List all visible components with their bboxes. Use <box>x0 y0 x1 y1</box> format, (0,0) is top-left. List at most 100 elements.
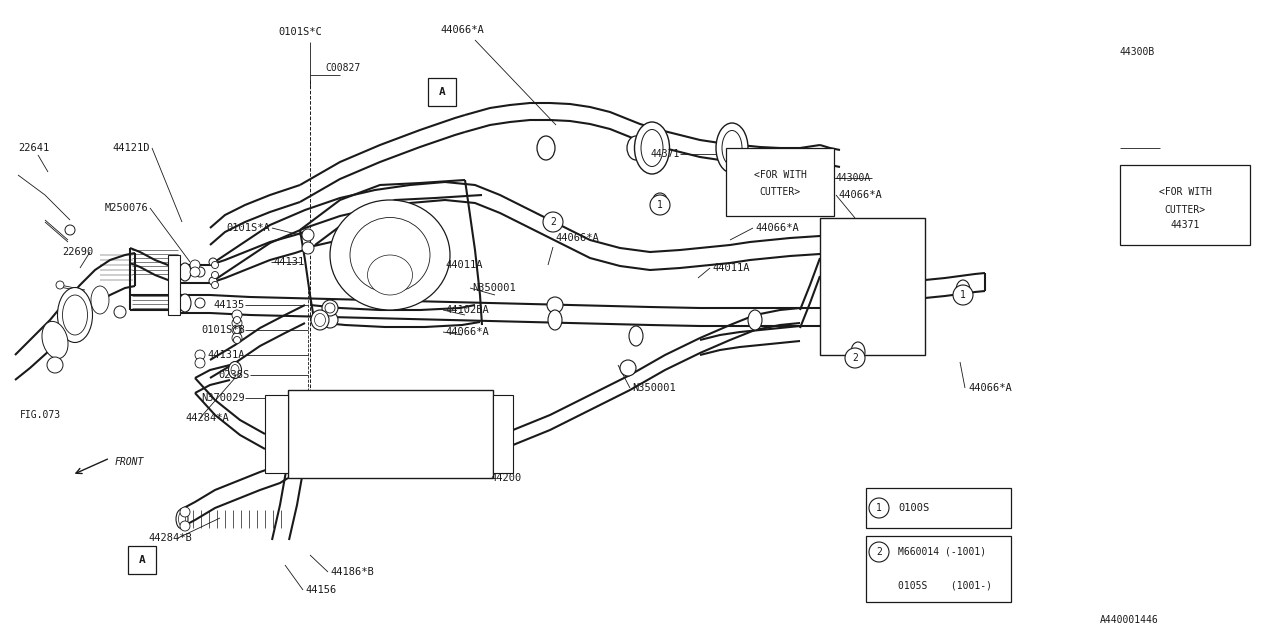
Text: 44066*A: 44066*A <box>755 223 799 233</box>
Text: 44300A: 44300A <box>836 173 872 183</box>
Bar <box>493 395 513 473</box>
Circle shape <box>211 271 219 278</box>
Circle shape <box>233 326 241 333</box>
Text: M250076: M250076 <box>104 203 148 213</box>
Text: M660014 (-1001): M660014 (-1001) <box>899 547 986 557</box>
Text: A: A <box>138 555 146 565</box>
Ellipse shape <box>63 295 87 335</box>
Ellipse shape <box>716 123 748 173</box>
Ellipse shape <box>367 255 412 295</box>
Bar <box>128 546 156 574</box>
Text: 1: 1 <box>876 503 882 513</box>
Text: CUTTER>: CUTTER> <box>1165 205 1206 215</box>
Circle shape <box>195 298 205 308</box>
Text: 44200: 44200 <box>490 473 521 483</box>
Bar <box>726 148 835 216</box>
Circle shape <box>233 337 241 344</box>
Text: 44066*A: 44066*A <box>838 190 882 200</box>
Text: 44156: 44156 <box>305 585 337 595</box>
Text: <FOR WITH: <FOR WITH <box>1158 187 1211 197</box>
Ellipse shape <box>851 342 865 362</box>
Text: 0101S*B: 0101S*B <box>201 325 244 335</box>
Circle shape <box>47 357 63 373</box>
Ellipse shape <box>956 280 970 300</box>
Ellipse shape <box>635 122 669 174</box>
Ellipse shape <box>91 286 109 314</box>
Circle shape <box>232 325 242 335</box>
Circle shape <box>650 195 669 215</box>
Ellipse shape <box>641 129 663 166</box>
Circle shape <box>869 498 890 518</box>
Bar <box>820 218 925 355</box>
Circle shape <box>195 267 205 277</box>
Text: FIG.073: FIG.073 <box>20 410 61 420</box>
Text: 44131A: 44131A <box>207 350 244 360</box>
Text: 2: 2 <box>852 353 858 363</box>
Text: 44011A: 44011A <box>445 260 483 270</box>
Circle shape <box>209 258 218 266</box>
Ellipse shape <box>627 136 645 160</box>
Text: N370029: N370029 <box>201 393 244 403</box>
Ellipse shape <box>538 136 556 160</box>
Circle shape <box>189 267 200 277</box>
Text: 0100S: 0100S <box>899 503 929 513</box>
Bar <box>288 390 493 478</box>
Ellipse shape <box>42 321 68 358</box>
Text: A440001446: A440001446 <box>1100 615 1158 625</box>
Text: 44131: 44131 <box>273 257 305 267</box>
Text: 44102BA: 44102BA <box>445 305 489 315</box>
Bar <box>428 78 456 106</box>
Ellipse shape <box>349 218 430 292</box>
Bar <box>168 255 180 315</box>
Text: CUTTER>: CUTTER> <box>759 187 800 197</box>
Circle shape <box>302 242 314 254</box>
Circle shape <box>323 300 338 316</box>
Text: 44371: 44371 <box>650 149 680 159</box>
Circle shape <box>195 350 205 360</box>
Ellipse shape <box>178 512 186 526</box>
Text: A: A <box>439 87 445 97</box>
Circle shape <box>180 507 189 517</box>
Circle shape <box>547 297 563 313</box>
Text: 0101S*C: 0101S*C <box>278 27 321 37</box>
Bar <box>867 536 1011 602</box>
Text: 1: 1 <box>657 200 663 210</box>
Text: 2: 2 <box>550 217 556 227</box>
Circle shape <box>954 285 973 305</box>
Circle shape <box>845 348 865 368</box>
Circle shape <box>653 193 667 207</box>
Ellipse shape <box>179 294 191 312</box>
Text: 44284*A: 44284*A <box>186 413 229 423</box>
Ellipse shape <box>628 326 643 346</box>
Text: 1: 1 <box>960 290 966 300</box>
Circle shape <box>233 317 241 323</box>
Text: FRONT: FRONT <box>115 457 145 467</box>
Bar <box>1120 165 1251 245</box>
Circle shape <box>114 306 125 318</box>
Text: <FOR WITH: <FOR WITH <box>754 170 806 180</box>
Circle shape <box>655 203 666 213</box>
Circle shape <box>195 358 205 368</box>
Text: 44135: 44135 <box>214 300 244 310</box>
Ellipse shape <box>722 131 742 166</box>
Text: 22641: 22641 <box>18 143 49 153</box>
Text: 44186*B: 44186*B <box>330 567 374 577</box>
Text: 44121D: 44121D <box>113 143 150 153</box>
Ellipse shape <box>311 310 329 330</box>
Text: 22690: 22690 <box>61 247 93 257</box>
Circle shape <box>189 260 200 270</box>
Ellipse shape <box>230 365 239 376</box>
Bar <box>265 395 288 473</box>
Circle shape <box>232 318 242 328</box>
Text: 44371: 44371 <box>1170 220 1199 230</box>
Text: 44300B: 44300B <box>1120 47 1156 57</box>
Text: 0105S    (1001-): 0105S (1001-) <box>899 580 992 590</box>
Circle shape <box>543 212 563 232</box>
Circle shape <box>211 282 219 289</box>
Circle shape <box>325 303 335 313</box>
Bar <box>867 488 1011 528</box>
Text: 44284*B: 44284*B <box>148 533 192 543</box>
Circle shape <box>209 277 218 285</box>
Ellipse shape <box>330 200 451 310</box>
Text: 44066*A: 44066*A <box>445 327 489 337</box>
